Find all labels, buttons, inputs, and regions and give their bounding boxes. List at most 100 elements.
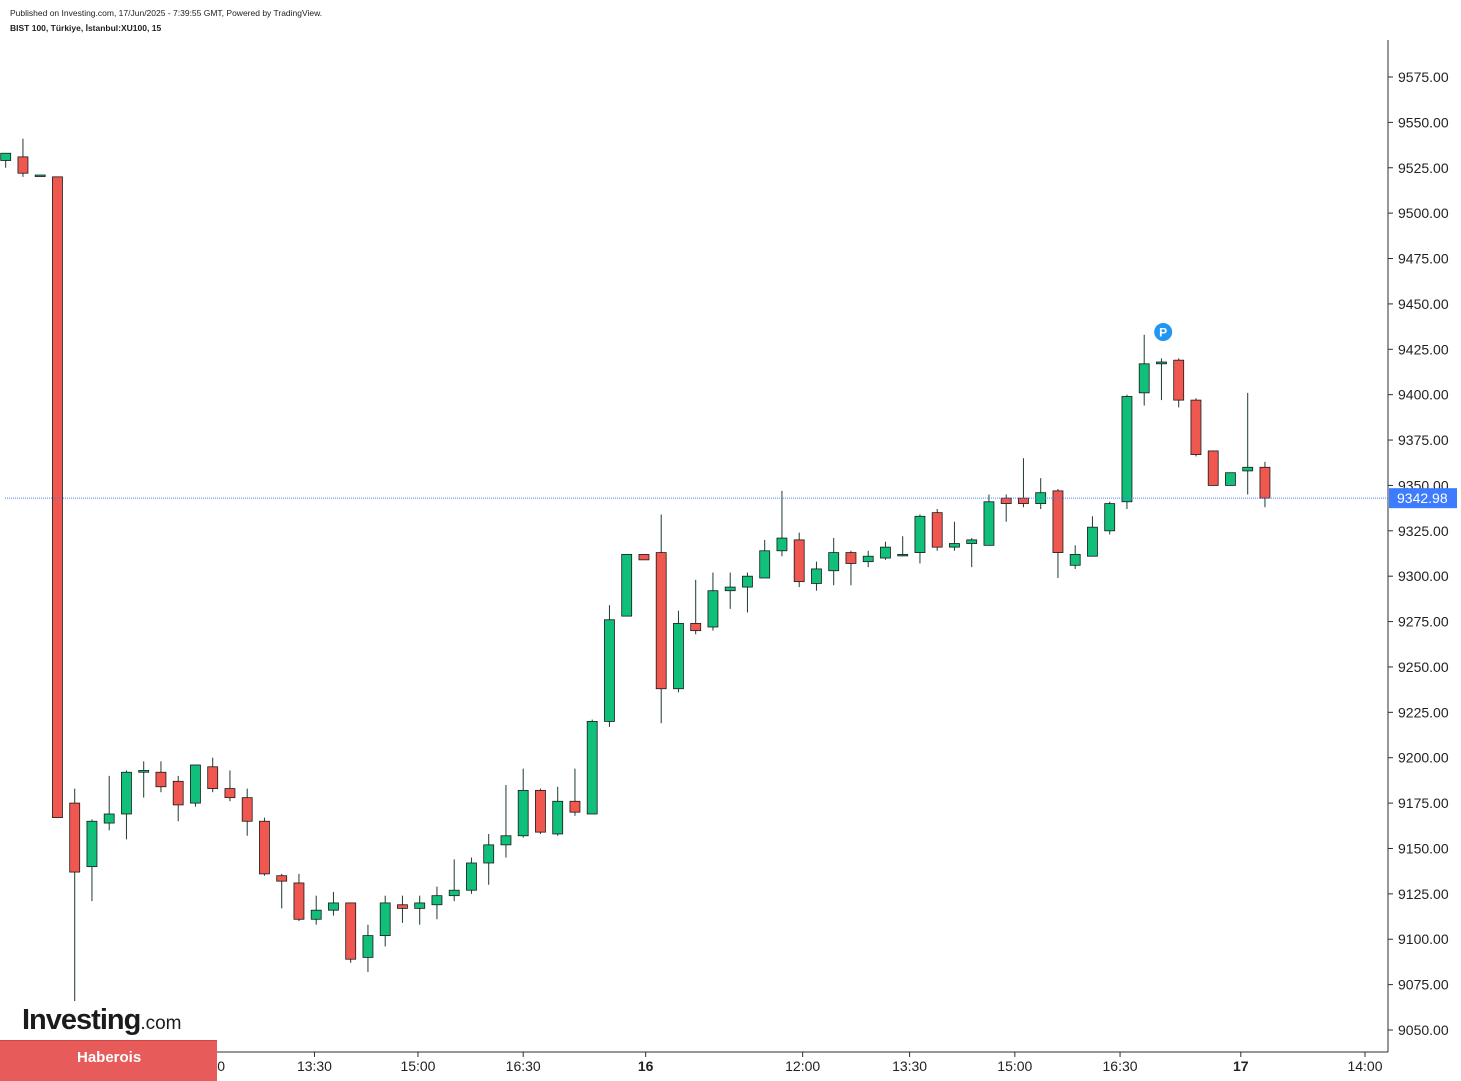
candle-body bbox=[914, 515, 926, 553]
candle-body bbox=[345, 902, 357, 960]
candle-body bbox=[776, 537, 788, 552]
y-tick-label: 9175.00 bbox=[1398, 795, 1449, 811]
logo-main: Investing bbox=[22, 1004, 141, 1036]
candle-body bbox=[673, 622, 684, 690]
candle-body bbox=[379, 902, 391, 937]
published-line: Published on Investing.com, 17/Jun/2025 … bbox=[10, 8, 323, 18]
candle-body bbox=[1018, 497, 1029, 504]
y-tick-label: 9150.00 bbox=[1398, 840, 1449, 856]
candle-body bbox=[448, 889, 460, 897]
candle-body bbox=[466, 862, 477, 891]
y-tick-label: 9075.00 bbox=[1398, 977, 1449, 993]
candle-body bbox=[1121, 396, 1133, 503]
candle-body bbox=[552, 800, 564, 835]
candle-body bbox=[17, 156, 29, 174]
y-tick-label: 9100.00 bbox=[1398, 931, 1449, 947]
candle-body bbox=[1259, 466, 1271, 499]
candle-body bbox=[845, 552, 857, 564]
candle-body bbox=[862, 555, 874, 563]
candle-body bbox=[397, 904, 408, 909]
candle-body bbox=[431, 895, 443, 906]
candle-body bbox=[638, 554, 650, 561]
candle-body bbox=[655, 552, 667, 690]
x-tick-label: 14:00 bbox=[1347, 1058, 1382, 1074]
candle-body bbox=[190, 764, 201, 804]
haberois-banner: Haberois bbox=[0, 1040, 217, 1081]
candle-body bbox=[793, 539, 805, 583]
candle-body bbox=[34, 174, 46, 177]
candle-body bbox=[69, 802, 81, 873]
candle-body bbox=[828, 552, 840, 572]
y-tick-label: 9475.00 bbox=[1398, 251, 1449, 267]
candle-body bbox=[1207, 450, 1219, 486]
x-tick-label: 12:00 bbox=[785, 1058, 820, 1074]
y-tick-label: 9500.00 bbox=[1398, 205, 1449, 221]
candle-body bbox=[983, 501, 995, 546]
candle-body bbox=[155, 771, 167, 788]
candle-body bbox=[52, 176, 63, 819]
candle-body bbox=[138, 770, 150, 773]
candle-body bbox=[310, 909, 322, 920]
y-tick-label: 9575.00 bbox=[1398, 69, 1449, 85]
y-tick-label: 9275.00 bbox=[1398, 614, 1449, 630]
candle-body bbox=[1173, 359, 1185, 401]
y-tick-label: 9125.00 bbox=[1398, 886, 1449, 902]
candle-body bbox=[586, 721, 598, 815]
y-tick-label: 9425.00 bbox=[1398, 341, 1449, 357]
y-tick-label: 9400.00 bbox=[1398, 387, 1449, 403]
candle-body bbox=[1156, 361, 1167, 365]
candle-body bbox=[1052, 490, 1064, 553]
x-tick-label: 16:30 bbox=[1103, 1058, 1138, 1074]
x-tick-label: 16 bbox=[638, 1058, 654, 1074]
candle-body bbox=[1104, 503, 1116, 532]
candle-body bbox=[1069, 554, 1081, 566]
candle-body bbox=[121, 771, 132, 815]
candle-body bbox=[414, 902, 426, 909]
candle-body bbox=[328, 902, 339, 911]
chart-header: Published on Investing.com, 17/Jun/2025 … bbox=[10, 6, 322, 36]
candle-body bbox=[811, 568, 822, 584]
x-tick-label: 16:30 bbox=[506, 1058, 541, 1074]
candle-body bbox=[224, 788, 236, 799]
last-price-tag bbox=[1389, 488, 1457, 509]
marker-label: P bbox=[1159, 326, 1167, 340]
candle-body bbox=[517, 789, 529, 837]
candle-body bbox=[604, 619, 615, 722]
candle-body bbox=[86, 820, 98, 868]
candle-body bbox=[897, 554, 909, 557]
candle-body bbox=[690, 622, 702, 632]
candle-body bbox=[241, 797, 253, 822]
candle-body bbox=[1242, 466, 1254, 472]
candle-body bbox=[707, 590, 719, 628]
candle-body bbox=[0, 152, 12, 161]
candle-body bbox=[535, 789, 546, 833]
symbol-line: BIST 100, Türkiye, İstanbul:XU100, 15 bbox=[10, 23, 162, 33]
candle-body bbox=[1190, 399, 1202, 455]
candle-body bbox=[103, 813, 115, 824]
candle-body bbox=[880, 546, 891, 559]
logo-suffix: .com bbox=[140, 1013, 182, 1034]
investing-logo: Investing.com bbox=[22, 1004, 182, 1037]
candle-body bbox=[259, 820, 270, 875]
candle-body bbox=[362, 935, 374, 958]
candle-body bbox=[172, 780, 184, 806]
x-tick-label: 15:00 bbox=[400, 1058, 435, 1074]
candle-body bbox=[949, 543, 960, 548]
candle-body bbox=[1087, 526, 1098, 557]
y-tick-label: 9375.00 bbox=[1398, 432, 1449, 448]
y-tick-label: 9525.00 bbox=[1398, 160, 1449, 176]
marker-badge bbox=[1154, 323, 1173, 342]
candle-body bbox=[966, 539, 978, 544]
candle-body bbox=[759, 550, 771, 579]
candle-body bbox=[931, 512, 943, 548]
y-tick-label: 9300.00 bbox=[1398, 568, 1449, 584]
candle-body bbox=[207, 766, 219, 789]
candle-body bbox=[742, 575, 753, 588]
candle-body bbox=[293, 882, 305, 920]
banner-label: Haberois bbox=[77, 1049, 142, 1066]
x-tick-label: 17 bbox=[1233, 1058, 1249, 1074]
candle-body bbox=[276, 875, 288, 882]
candle-body bbox=[483, 844, 495, 864]
y-tick-label: 9200.00 bbox=[1398, 750, 1449, 766]
